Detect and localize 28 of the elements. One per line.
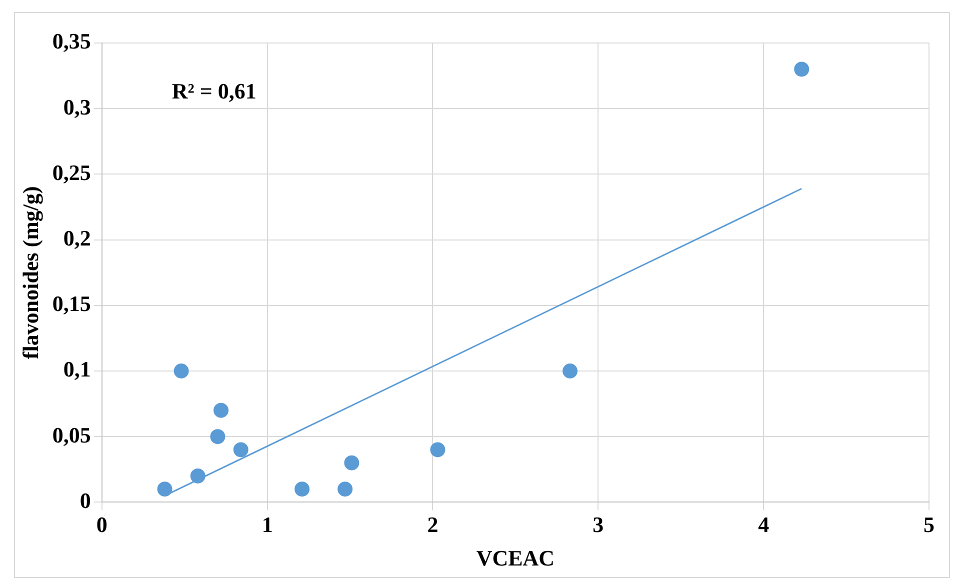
y-tick-label: 0,1 bbox=[63, 356, 91, 382]
point bbox=[430, 442, 446, 458]
x-tick-label: 1 bbox=[262, 512, 273, 538]
point bbox=[344, 455, 360, 470]
point bbox=[794, 62, 810, 77]
annotation: R² = 0,61 bbox=[172, 78, 256, 104]
x-tick-label: 5 bbox=[924, 512, 934, 538]
y-tick-label: 0 bbox=[80, 488, 91, 513]
x-tick-label: 4 bbox=[758, 512, 770, 538]
y-tick-label: 0,35 bbox=[52, 28, 91, 54]
y-axis-title: flavonoides (mg/g) bbox=[18, 186, 43, 360]
point bbox=[174, 364, 189, 378]
x-tick-label: 0 bbox=[96, 512, 108, 538]
point bbox=[157, 482, 172, 497]
point bbox=[210, 429, 226, 444]
point bbox=[294, 482, 310, 497]
point bbox=[338, 482, 353, 497]
point bbox=[233, 442, 248, 458]
y-tick-label: 0,3 bbox=[63, 94, 91, 120]
point bbox=[214, 402, 229, 418]
x-tick-label: 3 bbox=[592, 512, 604, 538]
point bbox=[562, 364, 578, 378]
x-tick-label: 2 bbox=[427, 512, 438, 538]
y-tick-label: 0,05 bbox=[52, 422, 91, 448]
y-tick-label: 0,25 bbox=[52, 160, 91, 185]
y-tick-label: 0,2 bbox=[63, 225, 91, 250]
x-axis-title: VCEAC bbox=[476, 545, 555, 570]
y-tick-label: 0,15 bbox=[52, 291, 91, 316]
